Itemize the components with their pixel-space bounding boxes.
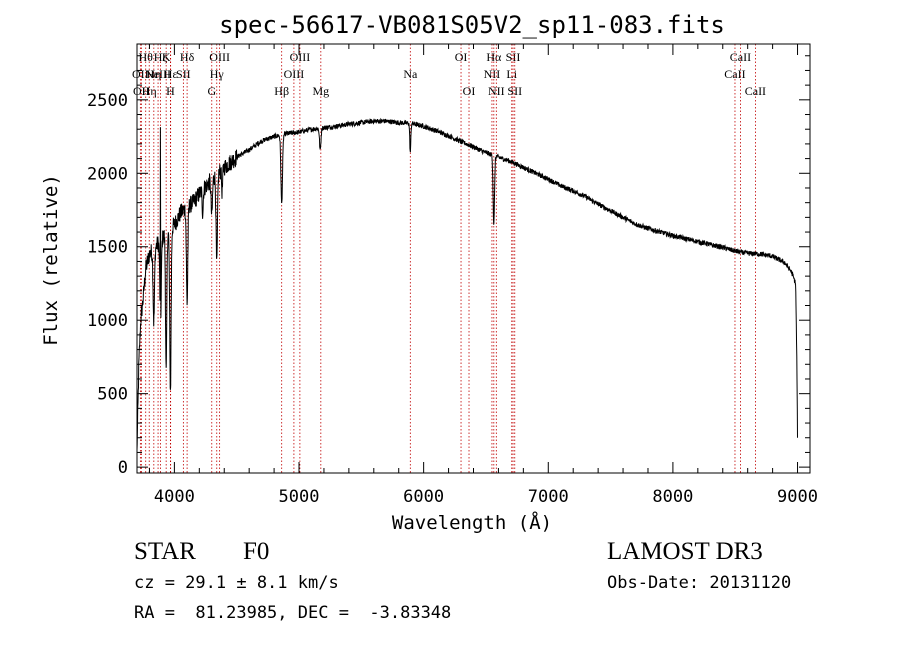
redshift-readout: cz = 29.1 ± 8.1 km/s [134,573,339,593]
line-label-30: CaII [745,84,766,98]
x-tick-label-3: 7000 [528,487,569,507]
x-axis-label: Wavelength (Å) [392,511,552,534]
line-label-6: Hζ [154,50,168,64]
line-label-11: Hδ [180,50,195,64]
spectrum-layer [136,117,798,450]
coordinates-readout: RA = 81.23985, DEC = -3.83348 [134,603,452,623]
survey-name: LAMOST DR3 [607,538,763,565]
line-label-4: Hη [146,67,161,81]
line-label-27: SII [507,84,522,98]
line-label-3: Hη [142,84,157,98]
line-label-24: NII [488,84,505,98]
y-axis-label: Flux (relative) [40,174,62,346]
plot-frame [136,43,811,474]
x-tick-label-5: 9000 [777,487,818,507]
y-tick-label-3: 1500 [87,238,128,258]
line-label-29: CaII [730,50,751,64]
x-tick-label-1: 5000 [279,487,320,507]
y-tick-label-4: 2000 [87,164,128,184]
x-tick-label-0: 4000 [154,487,195,507]
line-label-16: OIII [284,67,305,81]
line-label-15: Hβ [274,84,289,98]
line-label-23: Hα [486,50,502,64]
line-label-12: G [207,84,216,98]
x-tick-label-2: 6000 [403,487,444,507]
line-label-21: OI [463,84,476,98]
line-label-14: OIII [209,50,230,64]
line-label-19: Na [403,67,418,81]
y-tick-label-5: 2500 [87,91,128,111]
observation-date: Obs-Date: 20131120 [607,573,792,593]
x-tick-label-4: 8000 [652,487,693,507]
line-label-22: NII [484,67,501,81]
spectral-subclass: F0 [243,538,270,565]
line-label-7: K [162,50,171,64]
line-label-26: SII [506,50,521,64]
line-markers: OIIOIIHθHηHηNeIIIHζKHHεSIIHδGHγOIIIHβOII… [132,44,766,473]
object-class: STAR [134,538,196,565]
line-label-25: Li [506,67,517,81]
y-tick-label-0: 0 [118,458,128,478]
line-label-9: Hε [164,67,178,81]
line-label-5: NeIII [145,67,171,81]
chart-title: spec-56617-VB081S05V2_sp11-083.fits [219,11,725,39]
line-label-28: CaII [724,67,745,81]
line-label-17: OIII [290,50,311,64]
y-tick-label-2: 1000 [87,311,128,331]
line-label-20: OI [455,50,468,64]
line-label-0: OII [132,67,149,81]
y-tick-label-1: 500 [97,385,128,405]
line-label-10: SII [176,67,191,81]
axes: 4000 5000 6000 7000 8000 9000 0 500 1000 1500 2000… [87,43,818,507]
spectrum-line [136,117,798,450]
line-label-18: Mg [312,84,329,98]
line-label-2: Hθ [139,50,154,64]
line-label-13: Hγ [210,67,225,81]
